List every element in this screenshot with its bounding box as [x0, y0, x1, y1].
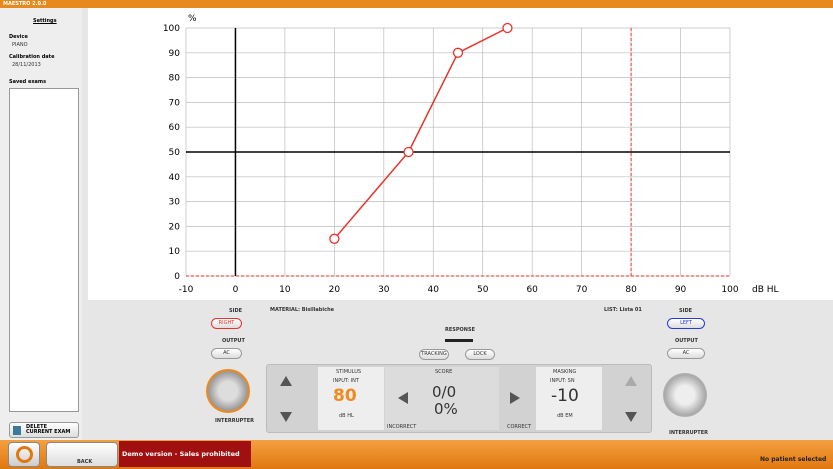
masking-panel: [536, 367, 602, 430]
tracking-button[interactable]: TRACKING: [419, 349, 449, 360]
device-label: Device: [9, 34, 28, 40]
y-axis-label: %: [188, 14, 197, 24]
y-tick-label: 20: [169, 222, 181, 232]
device: PIANO: [12, 42, 28, 48]
x-tick-label: 0: [233, 285, 239, 295]
x-tick-label: 100: [721, 285, 738, 295]
settings-link[interactable]: Settings: [33, 18, 57, 24]
y-tick-label: 0: [174, 272, 180, 282]
score-ratio: 0/0: [432, 383, 457, 401]
correct-button[interactable]: [510, 392, 520, 404]
power-button[interactable]: [8, 442, 40, 467]
material: MATERIAL: Bisillabiche: [270, 307, 335, 313]
data-point: [452, 47, 464, 58]
correct-label: CORRECT: [507, 424, 532, 430]
patient-status: No patient selected: [760, 456, 827, 463]
x-tick-label: 40: [428, 285, 440, 295]
x-tick-label: 90: [675, 285, 687, 295]
data-point: [329, 233, 340, 244]
right-button[interactable]: RIGHT: [211, 318, 242, 329]
stimulus-unit: dB HL: [339, 413, 354, 419]
y-tick-label: 30: [169, 198, 181, 208]
back-label: BACK: [77, 459, 93, 465]
data-point: [403, 146, 414, 158]
chart: % dB HL 0 10 20 30 40 50 60 70 80 90 100 -10 0 10 20 30…: [88, 8, 833, 300]
y-tick-label: 80: [169, 74, 181, 84]
x-tick-label: 10: [279, 285, 291, 295]
x-tick-label: 20: [329, 285, 341, 295]
x-tick-label: 30: [378, 285, 390, 295]
stimulus-input: INPUT: INT: [333, 378, 359, 384]
x-tick-label: -10: [179, 285, 194, 295]
app-title: MAESTRO 2.0.0: [3, 1, 47, 7]
x-tick-label: 60: [526, 285, 538, 295]
interrupter-label: INTERRUPTER: [669, 430, 708, 436]
data-point: [502, 22, 513, 34]
score-title: SCORE: [435, 369, 453, 375]
side-label: SIDE: [679, 308, 693, 314]
masking-input: INPUT: SN: [550, 378, 575, 384]
masking-unit: dB EM: [557, 413, 573, 419]
stimulus-title: STIMULUS: [336, 369, 362, 375]
calibration-label: Calibration date: [9, 54, 55, 60]
response-label: RESPONSE: [445, 327, 475, 333]
y-tick-label: 60: [169, 123, 181, 133]
masking-down[interactable]: [625, 412, 637, 422]
incorrect-button[interactable]: [398, 392, 408, 404]
x-axis-label: dB HL: [752, 285, 779, 295]
lock-button[interactable]: LOCK: [465, 349, 495, 360]
delete-icon: [13, 426, 21, 435]
series-line: [333, 27, 508, 240]
x-tick-label: 50: [477, 285, 489, 295]
back-button[interactable]: BACK: [46, 442, 118, 467]
y-tick-label: 40: [169, 173, 181, 183]
stimulus-value: 80: [333, 386, 357, 406]
list: LIST: Lista 01: [604, 307, 642, 313]
masking-title: MASKING: [553, 369, 577, 375]
interrupter-label: INTERRUPTER: [215, 418, 254, 424]
left-button[interactable]: LEFT: [667, 318, 705, 329]
masking-up[interactable]: [625, 376, 637, 386]
y-tick-label: 90: [169, 49, 181, 59]
calibration-date: 28/11/2013: [12, 62, 41, 68]
saved-exams-list[interactable]: [9, 88, 79, 412]
y-tick-label: 50: [169, 148, 181, 158]
delete-label: DELETE CURRENT EXAM: [26, 424, 71, 435]
demo-banner: [119, 441, 251, 467]
title-bar: [0, 0, 833, 8]
output-button[interactable]: AC: [667, 348, 705, 359]
stimulus-down[interactable]: [280, 412, 292, 422]
delete-exam-button[interactable]: DELETE CURRENT EXAM: [9, 422, 79, 438]
incorrect-label: INCORRECT: [387, 424, 417, 430]
power-icon: [16, 446, 33, 463]
response-indicator: [445, 339, 473, 342]
output-label: OUTPUT: [675, 338, 698, 344]
y-tick-label: 100: [163, 24, 180, 34]
x-tick-label: 70: [576, 285, 588, 295]
side-label: SIDE: [229, 308, 243, 314]
masking-value: -10: [551, 386, 579, 406]
y-tick-label: 70: [169, 98, 181, 108]
y-tick-label: 10: [169, 247, 181, 257]
output-button[interactable]: AC: [211, 348, 242, 359]
stimulus-panel: [318, 367, 384, 430]
interrupter-knob[interactable]: [206, 369, 250, 413]
output-label: OUTPUT: [222, 338, 245, 344]
interrupter-knob[interactable]: [663, 373, 707, 417]
score-percent: 0%: [434, 400, 458, 418]
stimulus-up[interactable]: [280, 376, 292, 386]
x-tick-label: 80: [625, 285, 637, 295]
saved-exams-label: Saved exams: [9, 79, 47, 85]
demo-text: Demo version - Sales prohibited: [122, 450, 240, 458]
